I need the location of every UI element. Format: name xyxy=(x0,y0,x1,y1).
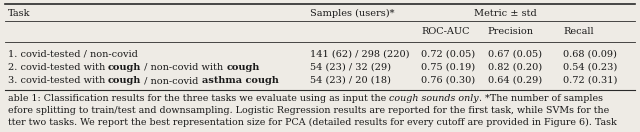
Text: 3. covid-tested with: 3. covid-tested with xyxy=(8,76,108,85)
Text: 1. covid-tested / non-covid: 1. covid-tested / non-covid xyxy=(8,50,138,59)
Text: 0.72 (0.31): 0.72 (0.31) xyxy=(563,76,618,85)
Text: 0.67 (0.05): 0.67 (0.05) xyxy=(488,50,541,59)
Text: Precision: Precision xyxy=(488,27,534,36)
Text: able 1: Classification results for the three tasks we evaluate using as input th: able 1: Classification results for the t… xyxy=(8,94,389,103)
Text: 0.72 (0.05): 0.72 (0.05) xyxy=(421,50,476,59)
Text: efore splitting to train/test and downsampling. Logistic Regression results are : efore splitting to train/test and downsa… xyxy=(8,106,609,115)
Text: 2. covid-tested with: 2. covid-tested with xyxy=(8,63,108,72)
Text: 54 (23) / 20 (18): 54 (23) / 20 (18) xyxy=(310,76,391,85)
Text: 0.68 (0.09): 0.68 (0.09) xyxy=(563,50,617,59)
Text: 0.64 (0.29): 0.64 (0.29) xyxy=(488,76,542,85)
Text: cough sounds only: cough sounds only xyxy=(389,94,479,103)
Text: Samples (users)*: Samples (users)* xyxy=(310,9,395,18)
Text: Recall: Recall xyxy=(563,27,594,36)
Text: 141 (62) / 298 (220): 141 (62) / 298 (220) xyxy=(310,50,410,59)
Text: cough: cough xyxy=(108,63,141,72)
Text: 54 (23) / 32 (29): 54 (23) / 32 (29) xyxy=(310,63,392,72)
Text: 0.82 (0.20): 0.82 (0.20) xyxy=(488,63,542,72)
Text: Task: Task xyxy=(8,9,30,18)
Text: / non-covid with: / non-covid with xyxy=(141,63,227,72)
Text: tter two tasks. We report the best representation size for PCA (detailed results: tter two tasks. We report the best repre… xyxy=(8,117,616,127)
Text: 0.54 (0.23): 0.54 (0.23) xyxy=(563,63,618,72)
Text: . *The number of samples: . *The number of samples xyxy=(479,94,602,103)
Text: cough: cough xyxy=(227,63,260,72)
Text: / non-covid: / non-covid xyxy=(141,76,202,85)
Text: Metric ± std: Metric ± std xyxy=(474,9,537,18)
Text: 0.76 (0.30): 0.76 (0.30) xyxy=(421,76,476,85)
Text: cough: cough xyxy=(108,76,141,85)
Text: asthma cough: asthma cough xyxy=(202,76,279,85)
Text: ROC-AUC: ROC-AUC xyxy=(421,27,470,36)
Text: 0.75 (0.19): 0.75 (0.19) xyxy=(421,63,476,72)
